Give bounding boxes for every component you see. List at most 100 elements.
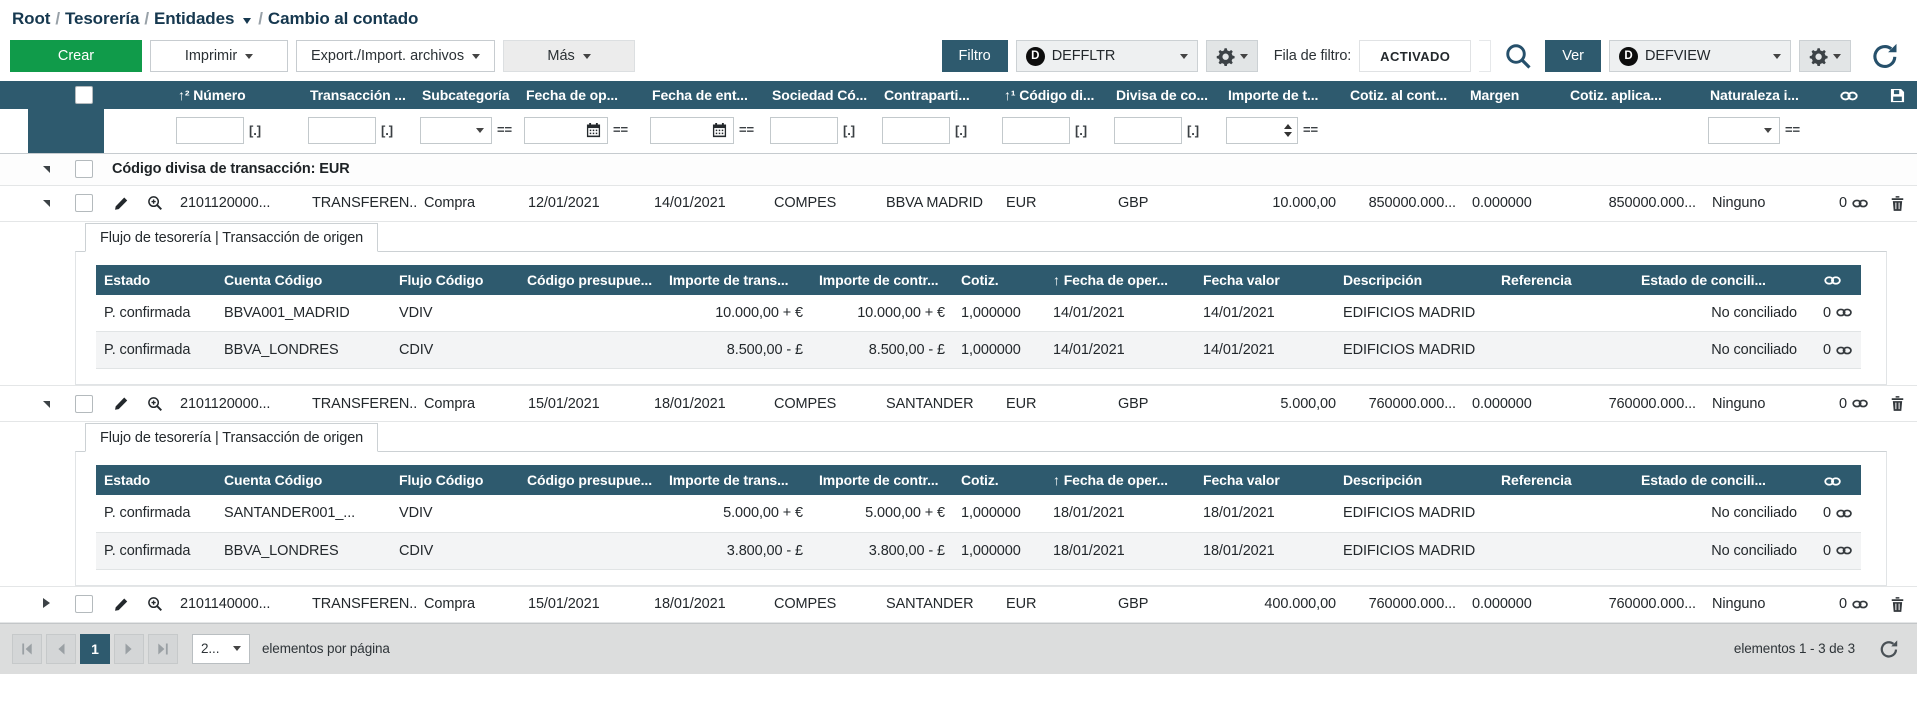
col-divisa-contra[interactable]: Divisa de co... <box>1110 81 1222 109</box>
subcol-importe-contra[interactable]: Importe de contr... <box>811 465 953 495</box>
subcol-importe-trans[interactable]: Importe de trans... <box>661 264 811 295</box>
inspect-button[interactable] <box>138 185 172 222</box>
more-button[interactable]: Más <box>503 40 636 72</box>
filter-operator[interactable]: == <box>1785 122 1800 138</box>
filter-transaccion-input[interactable] <box>308 117 376 145</box>
filter-operator[interactable]: [.] <box>1187 123 1199 139</box>
col-naturaleza[interactable]: Naturaleza i... <box>1704 81 1821 109</box>
filter-subcategoria-select[interactable] <box>420 117 492 145</box>
filter-operator[interactable]: == <box>613 122 628 138</box>
edit-button[interactable] <box>104 385 138 422</box>
pager-first-button[interactable] <box>12 633 42 664</box>
row-checkbox[interactable] <box>64 185 104 222</box>
subcol-presupuesto[interactable]: Código presupue... <box>519 264 661 295</box>
search-button[interactable] <box>1499 43 1537 69</box>
delete-button[interactable] <box>1877 385 1917 422</box>
subcol-cotiz[interactable]: Cotiz. <box>953 264 1045 295</box>
links-cell[interactable]: 0 <box>1821 586 1877 623</box>
row-expand-toggle[interactable] <box>28 586 64 623</box>
subcol-flujo[interactable]: Flujo Código <box>391 264 519 295</box>
pager-current-page[interactable]: 1 <box>80 633 110 664</box>
spinner-down-icon[interactable] <box>1284 132 1292 138</box>
links-cell[interactable]: 0 <box>1805 532 1861 570</box>
edit-button[interactable] <box>104 586 138 623</box>
links-column-header[interactable] <box>1805 264 1861 295</box>
subcol-conciliacion[interactable]: Estado de concili... <box>1633 465 1805 495</box>
filter-operator[interactable]: == <box>497 122 512 138</box>
links-cell[interactable]: 0 <box>1805 495 1861 533</box>
page-size-select[interactable]: 2... <box>192 633 250 664</box>
row-expand-toggle[interactable] <box>28 385 64 422</box>
filter-operator[interactable]: [.] <box>381 123 393 139</box>
filter-operator[interactable]: [.] <box>955 123 967 139</box>
filter-fecha-entrega-datepicker[interactable] <box>650 117 734 145</box>
pager-next-button[interactable] <box>114 633 144 664</box>
subcol-fecha-valor[interactable]: Fecha valor <box>1195 465 1335 495</box>
filter-row-toggle[interactable]: ACTIVADO <box>1359 40 1472 72</box>
delete-button[interactable] <box>1877 185 1917 222</box>
links-cell[interactable]: 0 <box>1821 185 1877 222</box>
save-column-header[interactable] <box>1877 81 1917 109</box>
col-subcategoria[interactable]: Subcategoría <box>416 81 520 109</box>
subcol-cuenta[interactable]: Cuenta Código <box>216 264 391 295</box>
pager-prev-button[interactable] <box>46 633 76 664</box>
subcol-flujo[interactable]: Flujo Código <box>391 465 519 495</box>
inspect-button[interactable] <box>138 586 172 623</box>
col-sociedad[interactable]: Sociedad Có... <box>766 81 878 109</box>
col-fecha-operacion[interactable]: Fecha de op... <box>520 81 646 109</box>
subcol-estado[interactable]: Estado <box>96 264 216 295</box>
export-import-button[interactable]: Export./Import. archivos <box>296 40 496 72</box>
filter-sociedad-input[interactable] <box>770 117 838 145</box>
subcol-referencia[interactable]: Referencia <box>1493 465 1633 495</box>
subcol-cuenta[interactable]: Cuenta Código <box>216 465 391 495</box>
col-cotiz-aplicada[interactable]: Cotiz. aplica... <box>1564 81 1704 109</box>
edit-button[interactable] <box>104 185 138 222</box>
row-checkbox[interactable] <box>64 586 104 623</box>
subcol-importe-contra[interactable]: Importe de contr... <box>811 264 953 295</box>
breadcrumb-root[interactable]: Root <box>12 9 51 28</box>
subcol-importe-trans[interactable]: Importe de trans... <box>661 465 811 495</box>
col-margen[interactable]: Margen <box>1464 81 1564 109</box>
filter-settings-button[interactable] <box>1205 40 1258 72</box>
subcol-cotiz[interactable]: Cotiz. <box>953 465 1045 495</box>
row-expand-toggle[interactable] <box>28 185 64 222</box>
refresh-button[interactable] <box>1865 42 1905 70</box>
filter-codigo-divisa-input[interactable] <box>1002 117 1070 145</box>
subcol-descripcion[interactable]: Descripción <box>1335 465 1493 495</box>
subcol-estado[interactable]: Estado <box>96 465 216 495</box>
filter-button[interactable]: Filtro <box>941 40 1008 72</box>
subcol-presupuesto[interactable]: Código presupue... <box>519 465 661 495</box>
pager-refresh-button[interactable] <box>1873 638 1905 659</box>
subcol-fecha-oper[interactable]: ↑ Fecha de oper... <box>1045 465 1195 495</box>
inspect-button[interactable] <box>138 385 172 422</box>
group-checkbox[interactable] <box>64 153 104 186</box>
row-checkbox[interactable] <box>64 385 104 422</box>
subcol-referencia[interactable]: Referencia <box>1493 264 1633 295</box>
col-codigo-divisa[interactable]: ↑¹ Código di... <box>998 81 1110 109</box>
print-button[interactable]: Imprimir <box>150 40 288 72</box>
select-all-checkbox[interactable] <box>64 81 104 109</box>
view-select[interactable]: D DEFVIEW <box>1609 40 1791 72</box>
filter-importe-spinner[interactable] <box>1226 117 1298 145</box>
view-button[interactable]: Ver <box>1545 40 1601 72</box>
filter-contrapartida-input[interactable] <box>882 117 950 145</box>
filter-fecha-operacion-datepicker[interactable] <box>524 117 608 145</box>
links-cell[interactable]: 0 <box>1805 294 1861 332</box>
col-transaccion[interactable]: Transacción ... <box>304 81 416 109</box>
spinner-up-icon[interactable] <box>1284 124 1292 130</box>
filter-divisa-contra-input[interactable] <box>1114 117 1182 145</box>
delete-button[interactable] <box>1877 586 1917 623</box>
detail-tab[interactable]: Flujo de tesorería | Transacción de orig… <box>85 423 379 452</box>
filter-operator[interactable]: [.] <box>1075 123 1087 139</box>
filter-operator[interactable]: [.] <box>249 123 261 139</box>
subcol-descripcion[interactable]: Descripción <box>1335 264 1493 295</box>
detail-tab[interactable]: Flujo de tesorería | Transacción de orig… <box>85 222 379 252</box>
filter-operator[interactable]: == <box>1303 122 1318 138</box>
chevron-down-icon[interactable] <box>243 17 252 24</box>
pager-last-button[interactable] <box>148 633 178 664</box>
subcol-fecha-oper[interactable]: ↑ Fecha de oper... <box>1045 264 1195 295</box>
filter-select[interactable]: D DEFFLTR <box>1015 40 1198 72</box>
col-numero[interactable]: ↑² Número <box>172 81 304 109</box>
links-cell[interactable]: 0 <box>1805 331 1861 369</box>
group-collapse-toggle[interactable] <box>28 153 64 186</box>
